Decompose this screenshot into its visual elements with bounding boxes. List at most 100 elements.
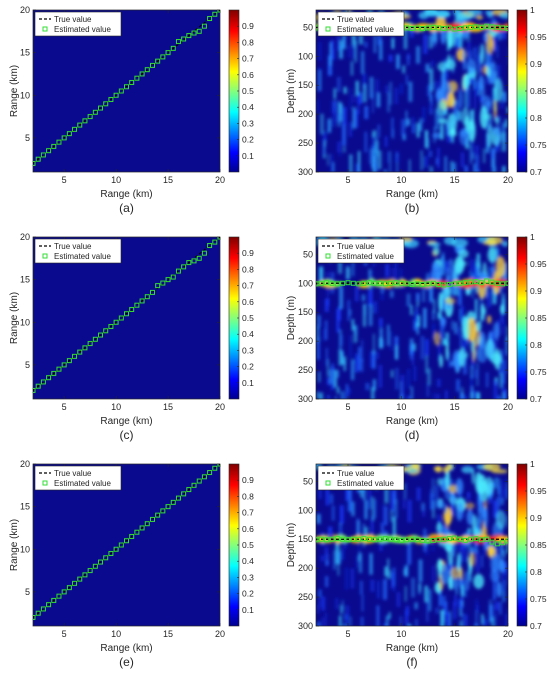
colorbar-tick-label: 0.9	[530, 513, 542, 523]
estimated-point	[414, 281, 420, 287]
colorbar-tick-label: 1	[530, 232, 535, 242]
estimated-point	[484, 278, 490, 284]
x-tick-label: 20	[215, 629, 225, 639]
x-tick-label: 5	[62, 175, 67, 185]
y-axis-label: Range (km)	[9, 292, 20, 344]
estimated-point	[40, 152, 46, 158]
estimated-point	[377, 280, 383, 286]
x-tick-label: 10	[111, 629, 121, 639]
estimated-point	[340, 280, 346, 286]
estimated-point	[98, 559, 104, 565]
legend-true-label: True value	[54, 242, 92, 251]
estimated-point	[92, 109, 98, 115]
estimated-point	[377, 536, 383, 542]
estimated-point	[160, 280, 166, 286]
legend-estimated-marker	[42, 253, 48, 259]
estimated-point	[462, 537, 468, 543]
legend-estimated-label: Estimated value	[54, 252, 111, 261]
estimated-point	[372, 537, 378, 543]
x-tick-label: 15	[163, 175, 173, 185]
estimated-point	[489, 279, 495, 285]
estimated-point	[500, 281, 506, 287]
colorbar-tick-label: 0.7	[530, 621, 542, 631]
legend-true-label: True value	[54, 469, 92, 478]
colorbar-tick-label: 0.1	[242, 151, 254, 161]
estimated-point	[139, 525, 145, 531]
colorbar-tick-label: 0.75	[530, 367, 547, 377]
estimated-point	[129, 79, 135, 85]
estimated-point	[457, 536, 463, 542]
estimated-point	[139, 298, 145, 304]
x-tick-label: 20	[503, 175, 513, 185]
colorbar-tick-label: 0.1	[242, 605, 254, 615]
colorbar-tick-label: 0.6	[242, 524, 254, 534]
estimated-point	[175, 268, 181, 274]
colorbar-tick-label: 0.2	[242, 589, 254, 599]
axes-box	[32, 463, 221, 627]
legend-box	[34, 465, 122, 491]
x-tick-label: 15	[450, 402, 460, 412]
y-tick-label: 100	[298, 278, 313, 288]
estimated-point	[170, 45, 176, 51]
panel-c: 5 10 15 20 5 10 15 20 Range (km) Range (km) True v…	[9, 232, 254, 442]
legend-estimated-marker	[42, 480, 48, 486]
estimated-point	[77, 576, 83, 582]
legend-box	[34, 238, 122, 264]
estimated-point	[51, 143, 57, 149]
estimated-point	[72, 580, 78, 586]
axes-box	[315, 236, 509, 400]
legend-estimated-marker	[42, 26, 48, 32]
estimated-point	[345, 280, 351, 286]
y-tick-label: 250	[298, 365, 313, 375]
x-tick-label: 5	[345, 629, 350, 639]
colorbar-tick-label: 0.9	[530, 59, 542, 69]
estimated-point	[329, 536, 335, 542]
estimated-point	[33, 614, 36, 620]
estimated-point	[144, 294, 150, 300]
estimated-point	[46, 602, 52, 608]
x-tick-label: 15	[163, 629, 173, 639]
y-tick-label: 300	[298, 394, 313, 404]
estimated-point	[404, 537, 410, 543]
y-tick-label: 15	[20, 502, 30, 512]
estimated-point	[56, 593, 62, 599]
estimated-point	[441, 26, 447, 32]
estimated-point	[134, 529, 140, 535]
colorbar-tick-label: 0.7	[530, 394, 542, 404]
estimated-point	[124, 84, 129, 90]
x-axis-label: Range (km)	[100, 416, 152, 427]
y-tick-label: 250	[298, 138, 313, 148]
colorbar-tick-label: 0.3	[242, 118, 254, 128]
colorbar-tick-label: 0.8	[530, 113, 542, 123]
estimated-point	[382, 281, 388, 287]
estimated-point	[425, 538, 431, 544]
estimated-point	[33, 387, 36, 393]
estimated-point	[72, 353, 78, 359]
estimated-point	[129, 306, 135, 312]
colorbar-tick-label: 0.1	[242, 378, 254, 388]
estimated-point	[473, 24, 479, 30]
x-tick-label: 15	[163, 402, 173, 412]
colorbar-tick-label: 0.95	[530, 486, 547, 496]
estimated-point	[468, 536, 474, 542]
estimated-point	[108, 324, 114, 330]
estimated-point	[160, 508, 166, 514]
estimated-point	[149, 62, 155, 68]
legend-estimated-label: Estimated value	[337, 252, 394, 261]
panel-a: 5 10 15 20 5 10 15 20 Range (km) Range (km) True v…	[9, 5, 254, 215]
estimated-point	[155, 58, 161, 64]
estimated-point	[181, 264, 187, 270]
estimated-point	[468, 279, 474, 285]
estimated-point	[388, 536, 394, 542]
y-axis-label: Depth (m)	[286, 296, 297, 340]
estimated-point	[430, 24, 436, 30]
estimated-point	[124, 311, 129, 317]
panel-b: 5 10 15 20 50 100 150 200 250 300 Range (km) Depth …	[286, 5, 547, 215]
colorbar-tick-label: 1	[530, 459, 535, 469]
legend-box	[317, 11, 405, 37]
colorbar-tick-label: 0.7	[242, 508, 254, 518]
estimated-point	[98, 332, 104, 338]
y-tick-label: 200	[298, 109, 313, 119]
estimated-point	[134, 302, 140, 308]
